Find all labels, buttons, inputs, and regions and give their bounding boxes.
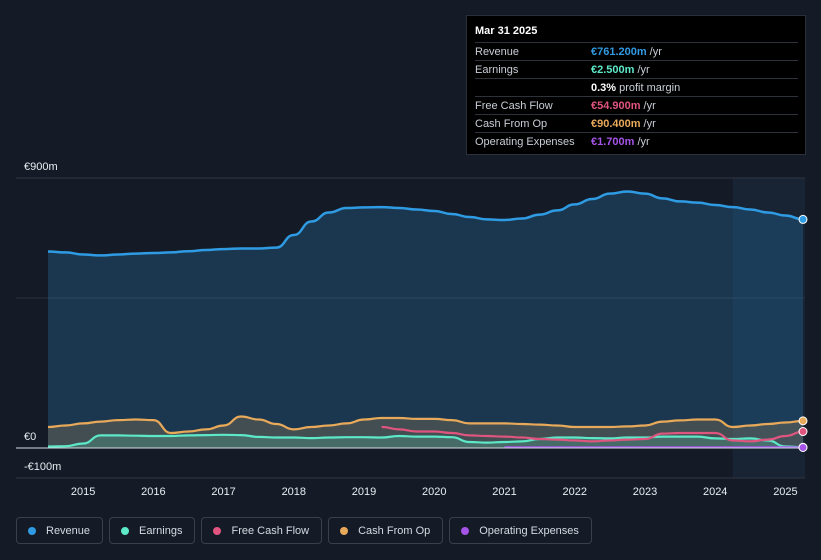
y-tick-label-top: €900m <box>24 161 58 173</box>
tooltip-row: Free Cash Flow €54.900m/yr <box>475 96 798 114</box>
tooltip-row-unit: profit margin <box>619 81 681 94</box>
tooltip-row-label: Operating Expenses <box>475 135 575 148</box>
x-tick-label: 2025 <box>773 486 797 498</box>
legend-label: Earnings <box>139 524 183 537</box>
series-area-revenue <box>48 191 803 448</box>
legend-dot-icon <box>340 526 349 535</box>
legend-dot-icon <box>28 526 36 535</box>
y-tick-label-bottom: -€100m <box>24 461 61 473</box>
end-point-free-cash-flow <box>798 427 808 437</box>
series-line-earnings <box>47 433 804 449</box>
x-tick-label: 2024 <box>703 486 727 498</box>
tooltip: Mar 31 2025 Revenue €761.200m/yr Earnings €… <box>466 15 806 155</box>
legend-item-revenue[interactable]: Revenue <box>16 517 104 544</box>
legend-item-earnings[interactable]: Earnings <box>109 517 196 544</box>
series-line-free-cash-flow <box>381 425 804 443</box>
tooltip-row-label: Free Cash Flow <box>475 99 553 112</box>
legend-item-cash-from-op[interactable]: Cash From Op <box>328 517 444 544</box>
tooltip-row: Operating Expenses €1.700m/yr <box>475 132 798 150</box>
tooltip-row-unit: /yr <box>637 135 650 148</box>
series-line-cash-from-op <box>47 415 804 435</box>
tooltip-row: 0.3% profit margin <box>475 78 798 96</box>
x-tick-label: 2022 <box>563 486 587 498</box>
tooltip-row: Revenue €761.200m/yr <box>475 42 798 60</box>
legend-dot-icon <box>461 526 470 535</box>
tooltip-row-label: Earnings <box>475 63 519 76</box>
tooltip-row: Earnings €2.500m/yr <box>475 60 798 78</box>
tooltip-row-unit: /yr <box>637 63 650 76</box>
tooltip-row-value: €2.500m <box>591 63 635 76</box>
legend-dot-icon <box>121 526 130 535</box>
legend: Revenue Earnings Free Cash Flow Cash From O… <box>16 517 592 544</box>
x-tick-label: 2023 <box>633 486 657 498</box>
legend-label: Free Cash Flow <box>231 524 310 537</box>
tooltip-row-unit: /yr <box>643 99 656 112</box>
x-tick-label: 2015 <box>71 486 95 498</box>
end-point-revenue <box>798 214 808 224</box>
x-tick-label: 2016 <box>141 486 165 498</box>
tooltip-row-label: Revenue <box>475 45 520 58</box>
forecast-shade <box>732 178 805 478</box>
x-tick-label: 2017 <box>211 486 235 498</box>
tooltip-row-value: €54.900m <box>591 99 641 112</box>
tooltip-row-unit: /yr <box>643 117 656 130</box>
series-area-earnings <box>48 434 803 448</box>
legend-label: Operating Expenses <box>479 524 579 537</box>
legend-label: Cash From Op <box>358 524 431 537</box>
legend-dot-icon <box>213 526 222 535</box>
tooltip-row-value: €761.200m <box>591 45 647 58</box>
series-line-revenue <box>47 190 804 257</box>
tooltip-row-value: €1.700m <box>591 135 635 148</box>
tooltip-row-unit: /yr <box>649 45 662 58</box>
y-tick-label-zero: €0 <box>24 431 36 443</box>
legend-item-operating-expenses[interactable]: Operating Expenses <box>449 517 592 544</box>
legend-item-free-cash-flow[interactable]: Free Cash Flow <box>201 517 323 544</box>
end-point-operating-expenses <box>798 442 808 452</box>
tooltip-row: Cash From Op €90.400m/yr <box>475 114 798 132</box>
tooltip-date: Mar 31 2025 <box>475 25 538 37</box>
end-point-cash-from-op <box>798 416 808 426</box>
tooltip-row-value: €90.400m <box>591 117 641 130</box>
x-tick-label: 2021 <box>492 486 516 498</box>
x-tick-label: 2018 <box>282 486 306 498</box>
tooltip-row-value: 0.3% <box>591 81 617 94</box>
tooltip-row-label: Cash From Op <box>475 117 548 130</box>
legend-label: Revenue <box>46 524 91 537</box>
x-tick-label: 2020 <box>422 486 446 498</box>
x-tick-label: 2019 <box>352 486 376 498</box>
